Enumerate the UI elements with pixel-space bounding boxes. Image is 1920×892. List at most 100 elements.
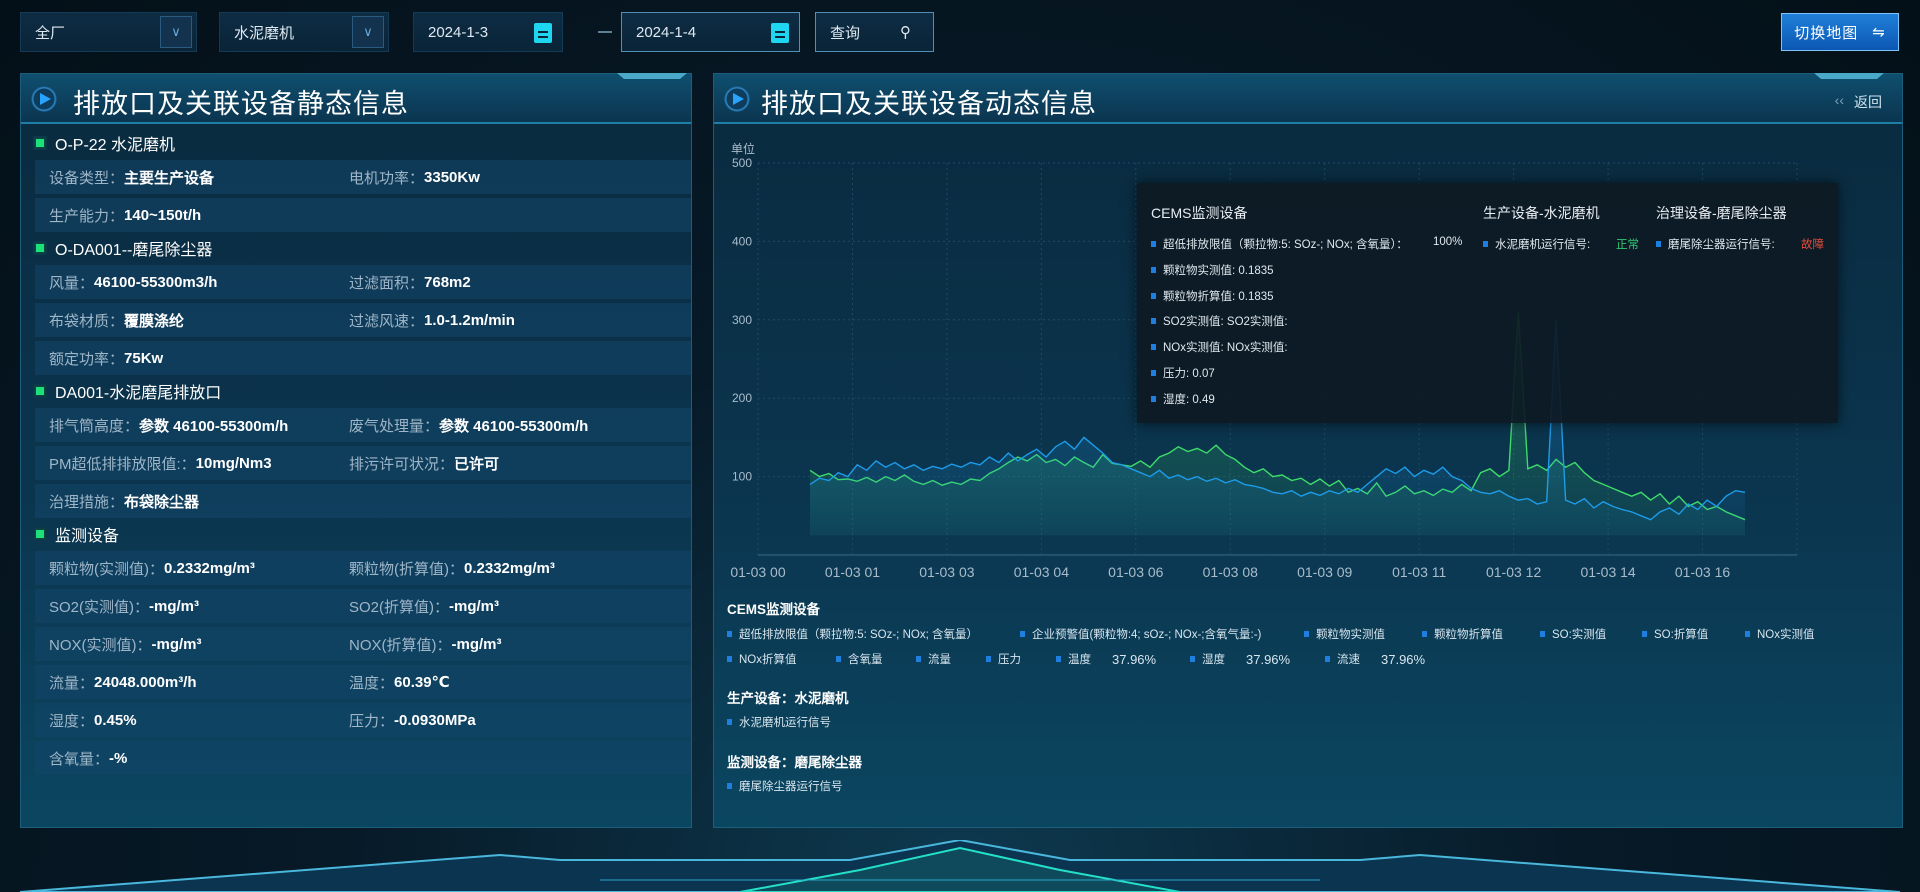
legend-item[interactable]: 颗粒物实测值 bbox=[1304, 626, 1385, 642]
legend-item-label: 颗粒物实测值 bbox=[1316, 629, 1385, 641]
panel-header: 排放口及关联设备动态信息 ‹‹ 返回 bbox=[714, 74, 1902, 124]
field-label: 治理措施： bbox=[49, 493, 125, 511]
info-field: 排气筒高度： 参数 46100-55300m/h bbox=[49, 408, 288, 442]
field-value: 覆膜涤纶 bbox=[124, 312, 185, 330]
section-marker-icon bbox=[33, 384, 47, 398]
field-label: 排气筒高度： bbox=[49, 417, 140, 435]
legend-item[interactable]: 流速 37.96% bbox=[1325, 651, 1425, 667]
y-axis-unit-label: 单位 bbox=[731, 142, 756, 156]
field-value: 主要生产设备 bbox=[124, 169, 215, 187]
tooltip-item-label: 颗粒物实测值: 0.1835 bbox=[1163, 264, 1274, 277]
info-field: 布袋材质： 覆膜涤纶 bbox=[49, 303, 184, 337]
legend-item-label: 颗粒物折算值 bbox=[1434, 629, 1503, 641]
tooltip-item: 湿度: 0.49 bbox=[1151, 391, 1215, 407]
info-row: 流量： 24048.000m³/h 温度： 60.39℃ bbox=[35, 665, 691, 699]
legend-item[interactable]: SO:折算值 bbox=[1642, 626, 1708, 642]
legend-item[interactable]: 湿度 37.96% bbox=[1190, 651, 1290, 667]
legend-item[interactable]: 水泥磨机运行信号 bbox=[727, 714, 831, 730]
x-tick-label: 01-03 06 bbox=[1108, 564, 1163, 580]
field-value: 75Kw bbox=[124, 349, 164, 367]
legend-marker-icon bbox=[727, 631, 732, 637]
device-select[interactable]: 水泥磨机 ∨ bbox=[219, 12, 389, 52]
static-info-panel: 排放口及关联设备静态信息 O-P-22 水泥磨机设备类型： 主要生产设备 电机功率：… bbox=[20, 73, 692, 828]
info-field: NOX(折算值)： -mg/m³ bbox=[349, 627, 502, 661]
panel-title: 排放口及关联设备静态信息 bbox=[73, 89, 409, 119]
section-title: DA001-水泥磨尾排放口 bbox=[55, 385, 222, 402]
legend-item[interactable]: 磨尾除尘器运行信号 bbox=[727, 778, 843, 794]
panel-title: 排放口及关联设备动态信息 bbox=[761, 89, 1097, 119]
legend-item[interactable]: 含氧量 bbox=[836, 651, 883, 667]
legend-marker-icon bbox=[1642, 631, 1647, 637]
info-row: NOX(实测值)： -mg/m³ NOX(折算值)： -mg/m³ bbox=[35, 627, 691, 661]
info-field: 生产能力： 140~150t/h bbox=[49, 198, 201, 232]
tooltip-item: 超低排放限值（颗拉物:5: SOz-; NOx; 含氧量）： bbox=[1151, 236, 1408, 252]
legend-item[interactable]: NOx折算值 bbox=[727, 651, 797, 667]
chevron-down-icon[interactable]: ∨ bbox=[160, 16, 192, 48]
info-field: 设备类型： 主要生产设备 bbox=[49, 160, 214, 194]
field-label: 含氧量： bbox=[49, 750, 110, 768]
tooltip-item: 磨尾除尘器运行信号: bbox=[1656, 236, 1775, 252]
legend-item-label: 温度 bbox=[1068, 654, 1091, 666]
legend-item[interactable]: 颗粒物折算值 bbox=[1422, 626, 1503, 642]
info-row: 额定功率： 75Kw bbox=[35, 341, 691, 375]
play-icon bbox=[31, 86, 57, 112]
legend-item[interactable]: 超低排放限值（颗拉物:5: SOz-; NOx; 含氧量） bbox=[727, 626, 978, 642]
legend-item[interactable]: 流量 bbox=[916, 651, 951, 667]
switch-map-button[interactable]: 切换地图 ⇋ bbox=[1781, 13, 1899, 51]
x-tick-label: 01-03 16 bbox=[1675, 564, 1730, 580]
treatment-status: 故障 bbox=[1801, 239, 1824, 251]
legend-marker-icon bbox=[1745, 631, 1750, 637]
end-date-input[interactable]: 2024-1-4 bbox=[621, 12, 800, 52]
info-field: 颗粒物(实测值)： 0.2332mg/m³ bbox=[49, 551, 255, 585]
back-button[interactable]: ‹‹ 返回 bbox=[1835, 92, 1882, 112]
field-label: 颗粒物(实测值)： bbox=[49, 560, 164, 578]
section-marker-icon bbox=[33, 241, 47, 255]
legend-marker-icon bbox=[1151, 318, 1156, 325]
legend-marker-icon bbox=[1304, 631, 1309, 637]
field-value: -0.0930MPa bbox=[394, 711, 476, 729]
calendar-icon[interactable] bbox=[534, 23, 552, 43]
legend-item-label: SO:实测值 bbox=[1552, 629, 1607, 641]
info-field: 压力： -0.0930MPa bbox=[349, 703, 476, 737]
section-heading: O-P-22 水泥磨机 bbox=[33, 131, 175, 155]
x-tick-label: 01-03 03 bbox=[919, 564, 974, 580]
calendar-icon[interactable] bbox=[771, 23, 789, 43]
legend-item[interactable]: NOx实测值 bbox=[1745, 626, 1815, 642]
field-label: 风量： bbox=[49, 274, 95, 292]
end-date-value: 2024-1-4 bbox=[636, 23, 697, 41]
legend-item-label: 压力 bbox=[998, 654, 1021, 666]
legend-marker-icon bbox=[1190, 656, 1195, 662]
legend-item-label: SO:折算值 bbox=[1654, 629, 1709, 641]
field-value: 已许可 bbox=[454, 455, 500, 473]
info-row: 布袋材质： 覆膜涤纶 过滤风速： 1.0-1.2m/min bbox=[35, 303, 691, 337]
legend-item-value: 37.96% bbox=[1381, 651, 1426, 667]
legend-item[interactable]: SO:实测值 bbox=[1540, 626, 1606, 642]
legend-item-label: 流速 bbox=[1337, 654, 1360, 666]
legend-marker-icon bbox=[1151, 292, 1156, 299]
section-title: 监测设备 bbox=[55, 528, 120, 545]
field-value: 3350Kw bbox=[424, 168, 480, 186]
start-date-input[interactable]: 2024-1-3 bbox=[413, 12, 563, 52]
field-label: 布袋材质： bbox=[49, 312, 125, 330]
field-value: 0.2332mg/m³ bbox=[164, 559, 255, 577]
info-field: 风量： 46100-55300m3/h bbox=[49, 265, 217, 299]
info-row: PM超低排排放限值:： 10mg/Nm3 排污许可状况： 已许可 bbox=[35, 446, 691, 480]
legend-item[interactable]: 温度 37.96% bbox=[1056, 651, 1156, 667]
legend-item[interactable]: 企业预警值(颗粒物:4; sOz-; NOx-;含氧气量:-) bbox=[1020, 626, 1261, 642]
legend-marker-icon bbox=[1151, 241, 1156, 247]
tooltip-item-label: NOx实测值: NOx实测值: bbox=[1163, 342, 1288, 355]
legend-item[interactable]: 压力 bbox=[986, 651, 1021, 667]
section-marker-icon bbox=[33, 527, 47, 541]
header-notch bbox=[1814, 73, 1884, 79]
legend-marker-icon bbox=[1325, 656, 1330, 662]
legend-monitor-title: 监测设备：磨尾除尘器 bbox=[727, 755, 862, 770]
info-row: 设备类型： 主要生产设备 电机功率： 3350Kw bbox=[35, 160, 691, 194]
chevron-down-icon[interactable]: ∨ bbox=[352, 16, 384, 48]
info-field: 废气处理量： 参数 46100-55300m/h bbox=[349, 408, 588, 442]
legend-marker-icon bbox=[1151, 344, 1156, 351]
legend-marker-icon bbox=[727, 719, 732, 725]
x-tick-label: 01-03 14 bbox=[1580, 564, 1635, 580]
factory-select[interactable]: 全厂 ∨ bbox=[20, 12, 197, 52]
swap-arrows-icon: ⇋ bbox=[1872, 24, 1886, 41]
query-button[interactable]: 查询 ⚲ bbox=[815, 12, 934, 52]
